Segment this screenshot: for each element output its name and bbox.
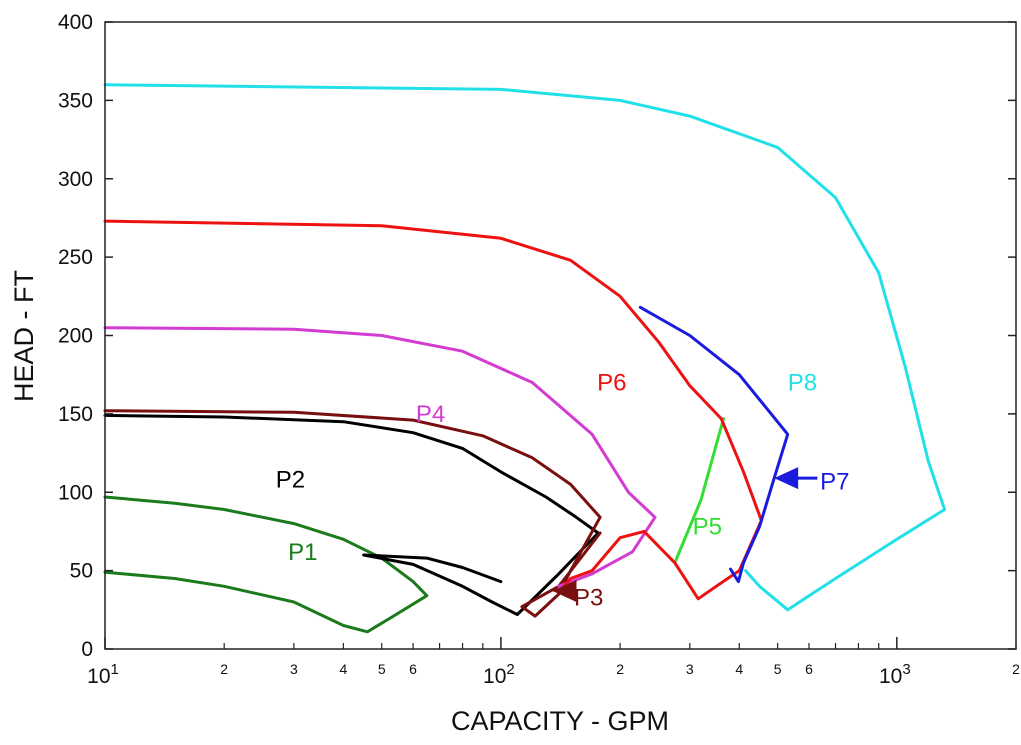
x-minor-tick-label: 6 — [409, 661, 417, 677]
series-curves — [103, 83, 947, 634]
x-tick-exponent: 2 — [506, 661, 514, 678]
label-arrows — [552, 467, 818, 603]
x-axis-title: CAPACITY - GPM — [451, 706, 669, 736]
x-minor-tick-label: 5 — [774, 661, 782, 677]
x-minor-tick-label: 5 — [378, 661, 386, 677]
y-tick-label: 400 — [58, 11, 93, 34]
curve-p5 — [673, 417, 725, 565]
x-tick-base: 10 — [87, 665, 110, 688]
y-tick-label: 350 — [58, 89, 93, 112]
x-minor-tick-label: 3 — [290, 661, 298, 677]
y-tick-label: 300 — [58, 168, 93, 191]
label-p2: P2 — [276, 467, 305, 494]
label-p6: P6 — [597, 370, 626, 397]
y-axis-title: HEAD - FT — [9, 270, 39, 402]
y-tick-label: 50 — [70, 560, 93, 583]
y-tick-label: 250 — [58, 246, 93, 269]
y-axis-ticks: 0 50 100 150 200 250 300 350 400 — [58, 11, 1016, 661]
y-tick-label: 0 — [81, 638, 93, 661]
x-tick-exponent: 3 — [902, 661, 910, 678]
series-labels: P1 P2 P3 P4 P5 P6 P7 P8 — [276, 370, 850, 612]
x-minor-tick-label: 2 — [1012, 661, 1020, 677]
x-minor-tick-label: 4 — [339, 661, 347, 677]
y-tick-label: 200 — [58, 325, 93, 348]
label-p5: P5 — [693, 514, 722, 541]
curve-p1 — [103, 495, 429, 634]
label-p8: P8 — [788, 370, 817, 397]
label-p7: P7 — [820, 468, 849, 495]
x-minor-tick-label: 3 — [686, 661, 694, 677]
plot-background — [105, 22, 1021, 650]
label-p4: P4 — [416, 401, 445, 428]
arrow-p3-head — [552, 580, 577, 603]
x-minor-tick-label: 2 — [220, 661, 228, 677]
x-major-tick-label: 102 — [483, 661, 515, 688]
curve-p8 — [103, 83, 947, 612]
y-tick-label: 100 — [58, 481, 93, 504]
x-tick-base: 10 — [879, 665, 902, 688]
arrow-p7-head — [774, 467, 799, 490]
x-tick-base: 10 — [483, 665, 506, 688]
x-major-tick-label: 101 — [87, 661, 119, 688]
x-minor-tick-label: 2 — [616, 661, 624, 677]
x-minor-tick-label: 4 — [735, 661, 743, 677]
x-minor-tick-label: 6 — [805, 661, 813, 677]
x-major-tick-label: 103 — [879, 661, 911, 688]
curve-p7 — [638, 305, 790, 584]
label-p1: P1 — [288, 539, 317, 566]
label-p3: P3 — [574, 584, 603, 611]
y-tick-label: 150 — [58, 403, 93, 426]
x-tick-exponent: 1 — [111, 661, 119, 678]
curve-p3 — [103, 409, 602, 618]
curve-p4 — [103, 326, 657, 588]
